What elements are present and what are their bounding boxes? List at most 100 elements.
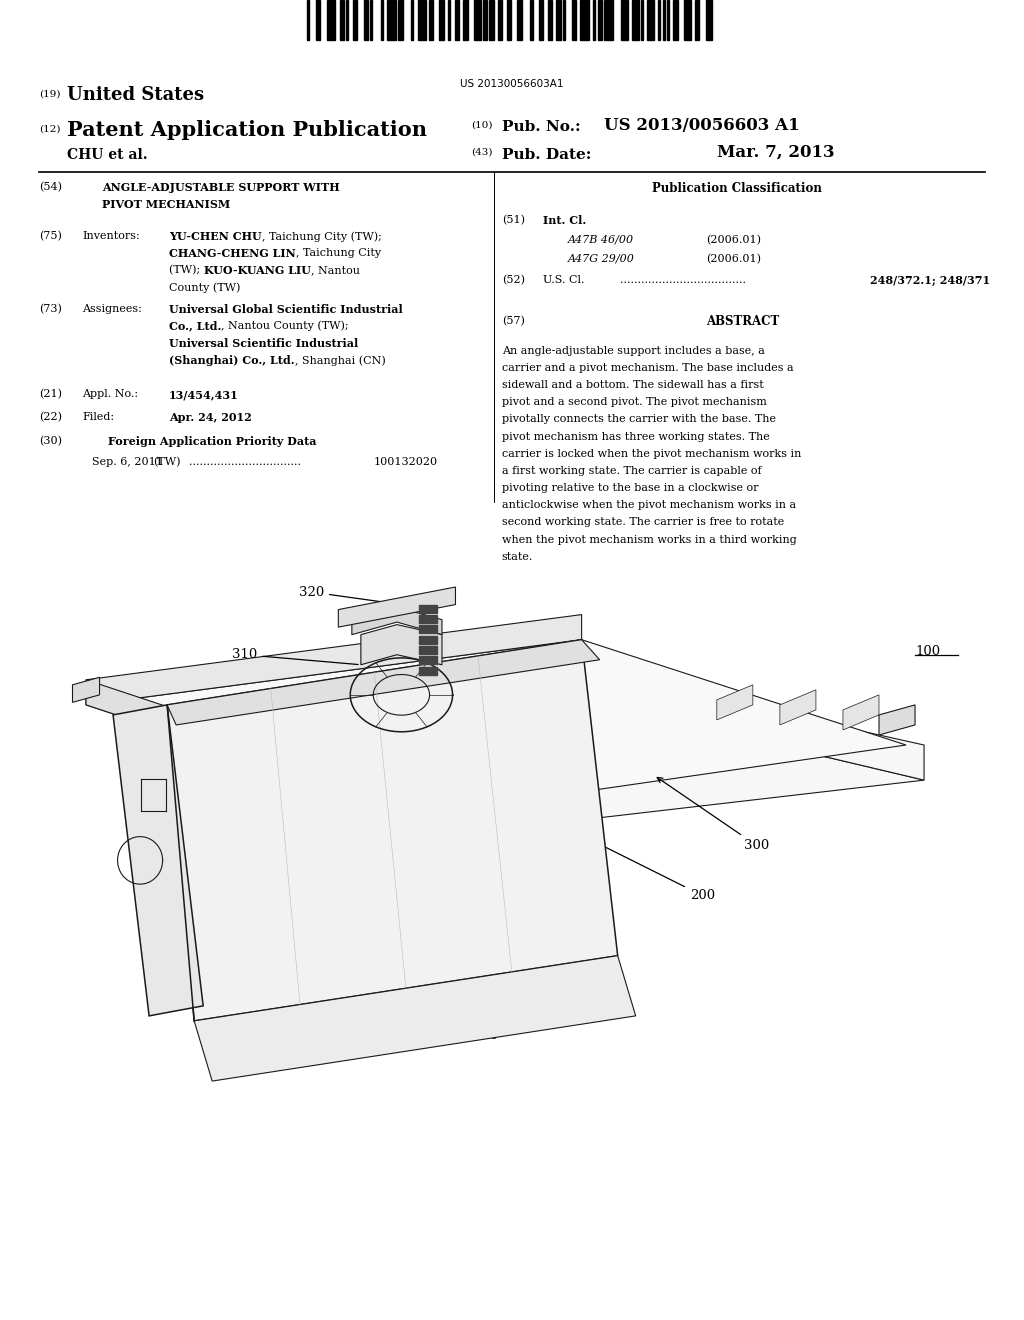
Bar — [647, 0, 654, 40]
Text: (10): (10) — [471, 120, 493, 129]
Bar — [517, 0, 522, 40]
Text: 300: 300 — [657, 777, 769, 851]
Text: ANGLE-ADJUSTABLE SUPPORT WITH: ANGLE-ADJUSTABLE SUPPORT WITH — [102, 182, 340, 193]
Text: carrier is locked when the pivot mechanism works in: carrier is locked when the pivot mechani… — [502, 449, 801, 459]
Text: 310: 310 — [232, 648, 358, 664]
Text: ................................: ................................ — [189, 457, 301, 467]
Bar — [474, 0, 480, 40]
Bar — [563, 0, 565, 40]
Text: 248/372.1; 248/371: 248/372.1; 248/371 — [870, 275, 990, 285]
Text: anticlockwise when the pivot mechanism works in a: anticlockwise when the pivot mechanism w… — [502, 500, 796, 511]
Bar — [381, 0, 383, 40]
Text: 100132020: 100132020 — [374, 457, 438, 467]
Bar — [398, 0, 402, 40]
Text: (12): (12) — [39, 124, 60, 133]
Bar — [420, 636, 437, 644]
Bar — [604, 0, 612, 40]
Text: 200: 200 — [584, 837, 715, 902]
Text: Inventors:: Inventors: — [82, 231, 139, 242]
Text: County (TW): County (TW) — [169, 282, 241, 293]
Text: (43): (43) — [471, 148, 493, 157]
Text: pivotally connects the carrier with the base. The: pivotally connects the carrier with the … — [502, 414, 776, 425]
Bar — [482, 0, 487, 40]
Text: Pub. No.:: Pub. No.: — [502, 120, 581, 135]
Text: pivoting relative to the base in a clockwise or: pivoting relative to the base in a clock… — [502, 483, 758, 494]
Bar — [420, 656, 437, 664]
Polygon shape — [195, 956, 636, 1081]
Bar — [420, 667, 437, 675]
Polygon shape — [131, 694, 924, 830]
Bar — [370, 0, 372, 40]
Bar — [315, 0, 321, 40]
Polygon shape — [780, 690, 816, 725]
Text: Patent Application Publication: Patent Application Publication — [67, 120, 427, 140]
Polygon shape — [86, 615, 582, 705]
Bar — [598, 0, 602, 40]
Bar — [352, 0, 357, 40]
Text: (Shanghai) Co., Ltd.: (Shanghai) Co., Ltd. — [169, 355, 295, 366]
Text: KUO-KUANG LIU: KUO-KUANG LIU — [204, 265, 310, 276]
Text: (2006.01): (2006.01) — [707, 235, 762, 246]
Text: state.: state. — [502, 552, 534, 562]
Text: carrier and a pivot mechanism. The base includes a: carrier and a pivot mechanism. The base … — [502, 363, 794, 374]
Bar — [455, 0, 459, 40]
Text: United States: United States — [67, 86, 204, 104]
Bar — [684, 0, 691, 40]
Text: An angle-adjustable support includes a base, a: An angle-adjustable support includes a b… — [502, 346, 765, 356]
Bar — [622, 0, 628, 40]
Text: YU-CHEN CHU: YU-CHEN CHU — [169, 231, 261, 242]
Text: sidewall and a bottom. The sidewall has a first: sidewall and a bottom. The sidewall has … — [502, 380, 764, 391]
Text: Mar. 7, 2013: Mar. 7, 2013 — [717, 144, 835, 161]
Bar — [556, 0, 561, 40]
Bar — [548, 0, 552, 40]
Text: Apr. 24, 2012: Apr. 24, 2012 — [169, 412, 252, 422]
Bar — [632, 0, 639, 40]
Bar — [439, 0, 443, 40]
Text: Universal Scientific Industrial: Universal Scientific Industrial — [169, 338, 358, 348]
Text: Int. Cl.: Int. Cl. — [543, 215, 586, 226]
Text: 13/454,431: 13/454,431 — [169, 389, 239, 400]
Text: ABSTRACT: ABSTRACT — [706, 315, 779, 329]
Text: Filed:: Filed: — [82, 412, 114, 422]
Text: when the pivot mechanism works in a third working: when the pivot mechanism works in a thir… — [502, 535, 797, 545]
Bar — [340, 0, 344, 40]
Bar — [489, 0, 494, 40]
Bar — [593, 0, 595, 40]
Text: (52): (52) — [502, 275, 524, 285]
Text: Pub. Date:: Pub. Date: — [502, 148, 591, 162]
Bar — [429, 0, 433, 40]
Text: 100: 100 — [915, 644, 940, 657]
Bar — [420, 626, 437, 634]
Polygon shape — [360, 624, 442, 665]
Text: Universal Global Scientific Industrial: Universal Global Scientific Industrial — [169, 304, 402, 314]
Polygon shape — [338, 587, 456, 627]
Text: (19): (19) — [39, 90, 60, 99]
Text: (30): (30) — [39, 436, 61, 446]
Text: (57): (57) — [502, 315, 524, 326]
Polygon shape — [843, 694, 879, 730]
Polygon shape — [717, 685, 753, 719]
Text: A47B 46/00: A47B 46/00 — [568, 235, 635, 246]
Bar — [412, 0, 414, 40]
Text: (73): (73) — [39, 304, 61, 314]
Polygon shape — [86, 640, 906, 816]
Text: Co., Ltd.: Co., Ltd. — [169, 321, 221, 331]
Polygon shape — [879, 705, 915, 735]
Text: a first working state. The carrier is capable of: a first working state. The carrier is ca… — [502, 466, 762, 477]
Text: PIVOT MECHANISM: PIVOT MECHANISM — [102, 199, 230, 210]
Bar — [667, 0, 669, 40]
Text: CHANG-CHENG LIN: CHANG-CHENG LIN — [169, 248, 296, 259]
Text: CHU et al.: CHU et al. — [67, 148, 147, 162]
Bar — [663, 0, 665, 40]
Text: pivot mechanism has three working states. The: pivot mechanism has three working states… — [502, 432, 769, 442]
Bar — [571, 0, 575, 40]
Bar — [498, 0, 502, 40]
Polygon shape — [167, 640, 617, 1020]
Text: , Nantou County (TW);: , Nantou County (TW); — [221, 321, 349, 331]
Polygon shape — [113, 705, 203, 1016]
Text: ....................................: .................................... — [620, 275, 745, 285]
Bar — [695, 0, 699, 40]
Bar — [307, 0, 309, 40]
Polygon shape — [352, 607, 442, 635]
Bar — [674, 0, 678, 40]
